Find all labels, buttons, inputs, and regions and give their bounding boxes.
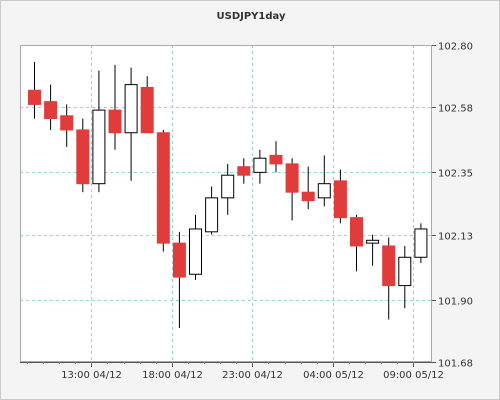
candle-down [333,180,347,219]
candle-down [301,191,315,202]
candle-up [253,157,267,173]
candle-up [92,109,106,185]
y-tick-label: 102.80 [438,42,473,53]
candle-down [285,163,299,193]
candle-down [60,115,74,131]
x-tick-label: 23:00 04/12 [222,370,283,381]
x-tick-label: 13:00 04/12 [61,370,122,381]
candle-up [189,228,202,275]
y-tick-label: 102.13 [438,232,473,243]
plot-border [20,45,432,362]
candle-up [414,228,428,258]
candle-down [44,101,58,120]
plot-area [20,45,432,362]
chart-title: USDJPY1day [216,11,286,22]
candle-up [398,256,412,287]
candle-down [28,89,41,105]
candle-up [366,239,380,244]
candle-up [317,183,331,199]
y-tick-label: 102.35 [438,169,473,180]
candle-down [237,166,251,176]
candle-down [172,242,186,278]
candle-up [221,174,235,199]
candle-up [124,84,138,134]
candle-down [156,132,170,244]
candle-down [76,129,90,185]
candle-down [140,86,154,134]
y-tick-label: 101.68 [438,359,473,370]
candle-down [382,245,396,287]
candle-up [205,197,219,233]
y-tick-label: 101.90 [438,297,473,308]
candle-down [269,154,283,165]
x-tick-label: 04:00 05/12 [303,370,364,381]
y-tick-label: 102.58 [438,104,473,115]
x-tick-label: 09:00 05/12 [383,370,444,381]
candle-down [108,109,122,134]
x-tick-label: 18:00 04/12 [142,370,203,381]
candle-down [350,217,363,247]
